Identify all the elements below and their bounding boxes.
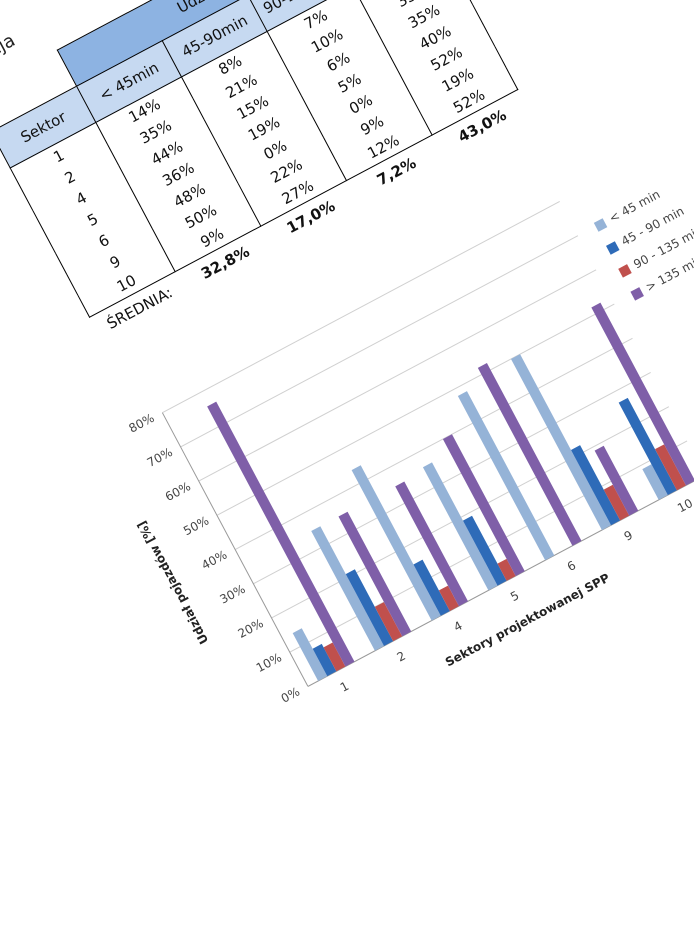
y-axis (161, 412, 309, 687)
grid-line (180, 235, 579, 448)
y-tick-label: 30% (217, 582, 247, 607)
bar (655, 444, 686, 491)
bar (207, 401, 355, 667)
x-axis-title: Sektory projektowanej SPP (443, 571, 612, 670)
x-tick-label: 4 (451, 618, 464, 634)
chart: 0% 10% 20% 30% 40% 50% 60% 70% 80% 1 2 4 5 6 9 10 Udział… (126, 187, 694, 706)
y-tick-label: 60% (163, 479, 193, 504)
x-tick-label: 5 (508, 588, 521, 604)
bar (457, 391, 555, 561)
x-tick-label: 1 (338, 679, 351, 695)
bar (603, 484, 630, 521)
screen: {"header": {"title": "nr 3. Rotacja"}, "… (0, 0, 694, 706)
bar (438, 585, 459, 611)
bar (422, 462, 498, 591)
bar (591, 302, 694, 486)
y-tick-label: 40% (199, 548, 229, 573)
x-tick-label: 9 (622, 528, 635, 544)
bar (374, 602, 403, 642)
legend-swatch (618, 264, 632, 278)
bar (345, 569, 394, 646)
grid-line (271, 406, 670, 619)
grid-line (253, 372, 651, 585)
y-tick-label: 10% (254, 650, 284, 675)
bar (338, 511, 412, 637)
bar (510, 354, 612, 531)
x-tick-label: 6 (565, 558, 578, 574)
bar (413, 559, 450, 616)
bar (497, 558, 516, 581)
legend-swatch (630, 287, 644, 301)
y-tick-label: 0% (279, 684, 302, 705)
bar (594, 445, 639, 516)
grid-line (234, 337, 633, 550)
x-tick-label: 10 (675, 496, 694, 516)
bar (462, 515, 507, 586)
y-tick-label: 50% (181, 513, 211, 538)
x-tick-label: 2 (395, 649, 408, 665)
bar (311, 526, 384, 651)
grid-line (162, 200, 560, 414)
bar (442, 434, 525, 576)
bar (642, 464, 668, 500)
legend-swatch (593, 218, 608, 232)
bar (571, 445, 621, 526)
bar (395, 481, 468, 607)
bar (618, 397, 677, 496)
bar (477, 363, 582, 546)
grid-line (198, 269, 597, 482)
y-tick-label: 80% (126, 411, 156, 436)
y-axis-title: Udział pojazdów [%] (135, 519, 212, 647)
bar (351, 465, 441, 621)
y-tick-label: 70% (145, 445, 175, 470)
grid-line (216, 303, 615, 516)
y-tick-label: 20% (236, 616, 266, 641)
legend-swatch (606, 241, 620, 255)
